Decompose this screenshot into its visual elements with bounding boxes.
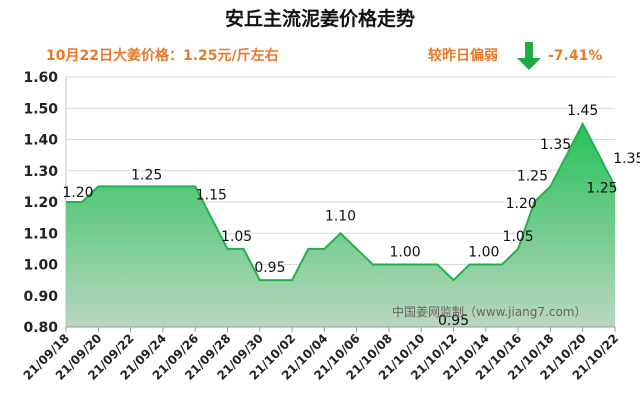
data-label: 1.10 [325, 208, 356, 224]
data-label: 1.00 [390, 245, 421, 261]
watermark: 中国姜网监制（www.jiang7.com） [392, 304, 586, 319]
data-label: 1.15 [196, 188, 227, 204]
y-tick-label: 0.80 [23, 320, 58, 336]
down-arrow-icon [517, 42, 541, 70]
x-axis-ticks: 21/09/1821/09/2021/09/2221/09/2421/09/26… [21, 327, 621, 383]
y-tick-label: 1.10 [23, 226, 58, 242]
y-axis-ticks: 0.80 0.90 1.00 1.10 1.20 1.30 1.40 1.50 1.60 [23, 70, 58, 336]
price-area [66, 123, 615, 328]
data-label: 0.95 [254, 260, 285, 276]
compare-label: 较昨日偏弱 [428, 47, 498, 64]
y-tick-label: 1.30 [23, 164, 58, 180]
data-label: 1.05 [221, 229, 252, 245]
data-label: 1.35 [613, 151, 640, 167]
data-labels: 1.201.251.151.050.951.101.000.951.001.05… [62, 103, 640, 329]
y-tick-label: 1.40 [23, 133, 58, 149]
data-label: 1.25 [131, 167, 162, 183]
data-label: 1.45 [567, 103, 598, 119]
data-label: 1.25 [517, 168, 548, 184]
change-percent: -7.41% [548, 48, 602, 64]
data-label: 1.00 [468, 245, 499, 261]
data-label: 1.25 [586, 180, 617, 196]
y-tick-label: 0.90 [23, 289, 58, 305]
data-label: 0.95 [438, 313, 469, 329]
y-tick-label: 1.50 [23, 101, 58, 117]
data-label: 1.20 [62, 185, 93, 201]
y-tick-label: 1.60 [23, 70, 58, 86]
data-label: 1.05 [503, 229, 534, 245]
price-line [66, 121, 616, 282]
data-label: 1.20 [506, 196, 537, 212]
y-tick-label: 1.00 [23, 258, 58, 274]
data-label: 1.35 [540, 137, 571, 153]
y-tick-label: 1.20 [23, 195, 58, 211]
chart-title: 安丘主流泥姜价格走势 [225, 7, 415, 30]
price-note: 10月22日大姜价格：1.25元/斤左右 [46, 47, 279, 64]
